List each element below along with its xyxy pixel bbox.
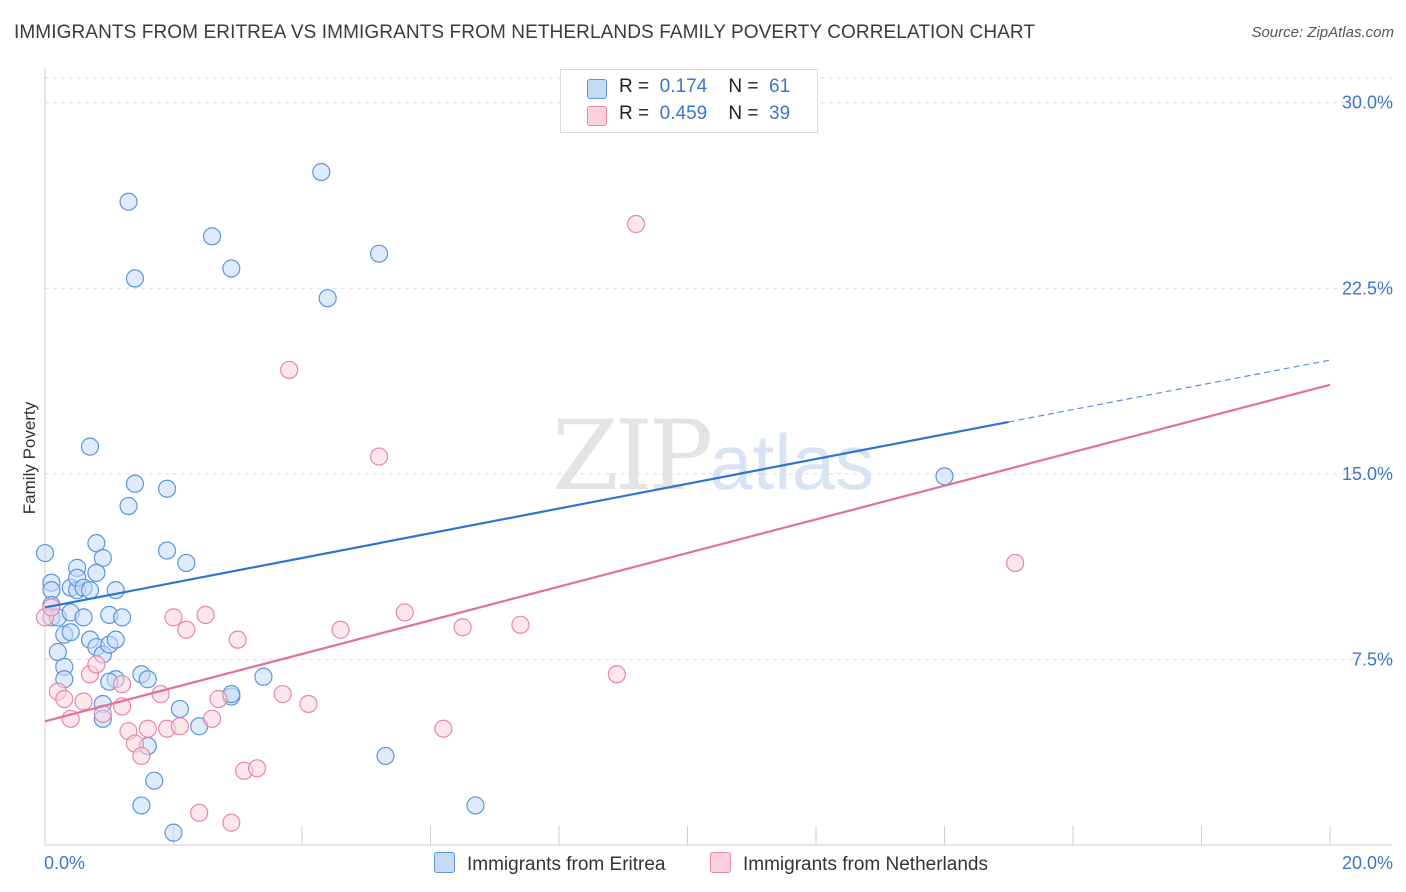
x-tick-label-max: 20.0% (1342, 853, 1393, 873)
netherlands-point (151, 684, 170, 704)
netherlands-point (209, 689, 228, 709)
eritrea-point (138, 670, 157, 689)
netherlands-point (132, 746, 151, 766)
tick-labels: 7.5% 15.0% 22.5% 30.0% 0.0% 20.0% (44, 93, 1393, 873)
eritrea-trend-line (44, 420, 1009, 609)
grid-lines (45, 77, 1392, 660)
netherlands-point (202, 709, 222, 728)
eritrea-point (157, 541, 177, 560)
eritrea-legend-swatch (434, 852, 455, 873)
eritrea-point (106, 630, 125, 649)
eritrea-point (222, 259, 241, 278)
eritrea-point (87, 563, 106, 582)
netherlands-point (273, 684, 292, 704)
series-netherlands-points (35, 214, 1025, 832)
netherlands-point (170, 717, 190, 736)
netherlands-point (434, 719, 453, 738)
netherlands-point (74, 692, 93, 711)
netherlands-point (196, 605, 215, 625)
netherlands-point (138, 719, 157, 738)
eritrea-point (35, 543, 55, 563)
netherlands-point (177, 620, 196, 639)
netherlands-point (395, 603, 414, 622)
eritrea-point (112, 608, 132, 627)
legend-r-value-netherlands: 0.459 (659, 103, 708, 124)
eritrea-point (61, 623, 80, 642)
y-tick-label: 30.0% (1342, 93, 1393, 113)
netherlands-point (247, 759, 267, 778)
eritrea-point (376, 746, 395, 766)
legend-n-value-eritrea: 61 (769, 76, 791, 97)
eritrea-point (119, 192, 138, 211)
netherlands-point (511, 615, 530, 634)
eritrea-point (318, 289, 337, 308)
legend-n-value-netherlands: 39 (769, 103, 791, 124)
netherlands-point (280, 360, 299, 380)
netherlands-swatch (587, 106, 607, 126)
y-tick-label: 22.5% (1342, 278, 1393, 298)
legend-r-value-eritrea: 0.174 (659, 76, 708, 97)
eritrea-point (466, 796, 485, 815)
netherlands-legend-swatch (710, 852, 731, 873)
eritrea-point (370, 244, 389, 263)
eritrea-trend-extension (1008, 359, 1331, 423)
bottom-legend-eritrea: Immigrants from Eritrea (434, 852, 665, 876)
eritrea-point (157, 479, 177, 498)
trend-lines (44, 359, 1331, 723)
netherlands-point (607, 665, 626, 684)
eritrea-point (132, 796, 151, 815)
netherlands-point (453, 618, 472, 637)
netherlands-point (1006, 553, 1025, 573)
netherlands-point (42, 598, 61, 617)
y-tick-label: 7.5% (1352, 649, 1393, 669)
netherlands-point (222, 813, 241, 832)
netherlands-point (190, 803, 209, 822)
eritrea-point (145, 771, 164, 790)
chart-title: IMMIGRANTS FROM ERITREA VS IMMIGRANTS FR… (14, 22, 1036, 43)
eritrea-legend-label: Immigrants from Eritrea (467, 854, 666, 875)
netherlands-trend-line (44, 383, 1331, 723)
netherlands-point (299, 694, 318, 714)
netherlands-point (228, 630, 247, 649)
y-tick-label: 15.0% (1342, 464, 1393, 484)
eritrea-point (125, 269, 145, 288)
eritrea-point (177, 553, 196, 573)
legend-n-label: N = (728, 103, 759, 124)
legend-n-label: N = (728, 76, 759, 97)
eritrea-point (312, 162, 331, 182)
eritrea-swatch (587, 79, 607, 99)
netherlands-point (87, 655, 106, 674)
legend-r-label: R = (619, 76, 650, 97)
watermark-atlas: atlas (709, 418, 874, 506)
netherlands-legend-label: Immigrants from Netherlands (743, 854, 988, 875)
eritrea-point (125, 474, 145, 493)
netherlands-point (331, 620, 350, 639)
eritrea-point (74, 608, 93, 627)
series-eritrea-points (35, 162, 954, 842)
eritrea-point (164, 823, 183, 842)
eritrea-point (80, 437, 100, 456)
netherlands-point (370, 447, 389, 466)
eritrea-point (202, 227, 222, 246)
eritrea-point (80, 581, 100, 600)
bottom-legend-netherlands: Immigrants from Netherlands (710, 852, 988, 876)
netherlands-point (164, 608, 183, 627)
netherlands-point (112, 675, 132, 694)
eritrea-point (254, 667, 273, 686)
legend-r-label: R = (619, 103, 650, 124)
source-label: Source: ZipAtlas.com (1251, 24, 1394, 41)
netherlands-point (55, 689, 74, 709)
correlation-legend: R = 0.174 N = 61 R = 0.459 N = 39 (560, 69, 818, 133)
eritrea-point (119, 496, 138, 516)
eritrea-point (170, 699, 190, 719)
axes (44, 68, 1392, 846)
eritrea-point (935, 467, 954, 486)
netherlands-point (626, 214, 646, 234)
x-tick-label-min: 0.0% (44, 853, 85, 873)
